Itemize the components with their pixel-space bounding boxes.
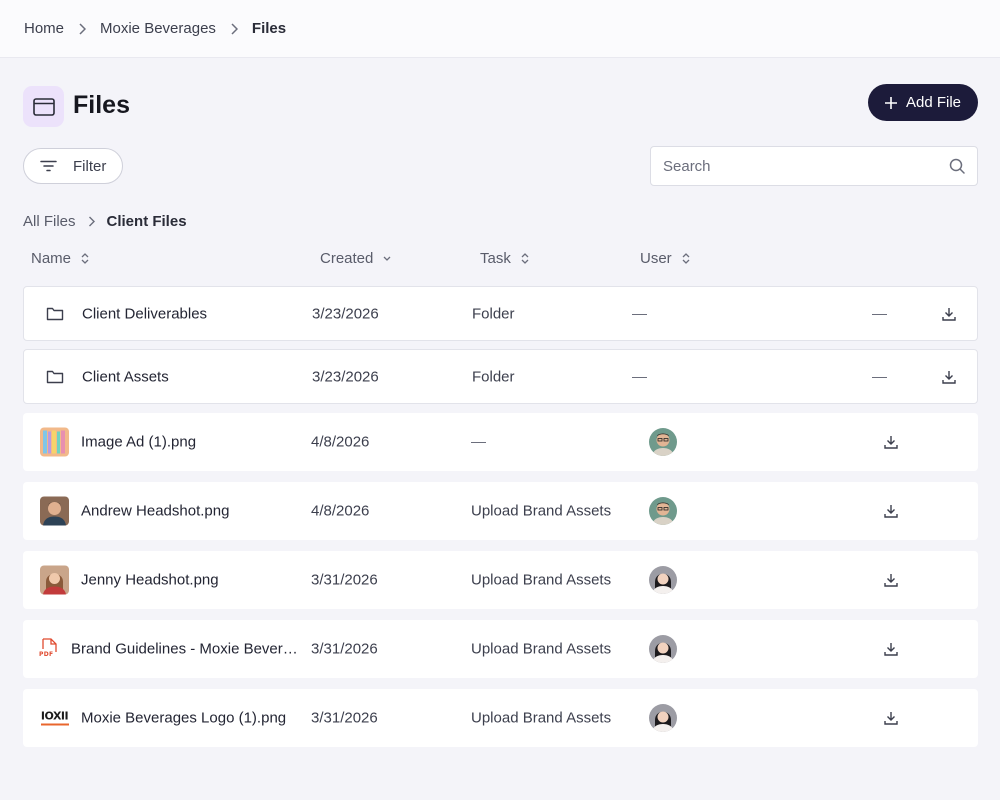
filter-icon	[40, 160, 57, 172]
folder-icon	[46, 306, 64, 322]
add-file-button[interactable]: Add File	[868, 84, 978, 121]
task-label: Upload Brand Assets	[471, 502, 612, 520]
filter-label: Filter	[73, 157, 107, 175]
logo-thumbnail: IOXII	[39, 703, 70, 733]
breadcrumb: Home Moxie Beverages Files	[0, 0, 1000, 58]
add-file-label: Add File	[905, 94, 962, 111]
column-created-label: Created	[320, 250, 374, 267]
chevron-right-icon	[230, 22, 238, 35]
breadcrumb-client[interactable]: Moxie Beverages	[100, 20, 216, 37]
table-row[interactable]: Andrew Headshot.png 4/8/2026 Upload Bran…	[23, 482, 978, 540]
browser-window-icon	[23, 86, 64, 127]
file-name[interactable]: Moxie Beverages Logo (1).png	[81, 709, 287, 727]
download-icon[interactable]	[883, 572, 899, 588]
woman-avatar[interactable]	[649, 635, 677, 663]
task-label: Upload Brand Assets	[471, 640, 612, 658]
chevron-down-icon	[383, 256, 391, 262]
created-date: 3/23/2026	[312, 305, 379, 322]
task-label: —	[471, 433, 486, 451]
file-name[interactable]: Image Ad (1).png	[81, 433, 197, 451]
page-title: Files	[73, 91, 130, 119]
created-date: 3/23/2026	[312, 368, 379, 385]
image-thumbnail	[40, 427, 69, 457]
folder-crumb-root[interactable]: All Files	[23, 213, 76, 230]
folder-crumb-current: Client Files	[106, 213, 187, 230]
file-name[interactable]: Client Assets	[82, 368, 169, 385]
logo-thumbnail-text: IOXII	[40, 709, 69, 723]
file-name[interactable]: Client Deliverables	[82, 305, 208, 322]
logo-thumbnail-bar	[40, 723, 69, 726]
pdf-icon-label: PDF	[39, 651, 54, 658]
table-row[interactable]: IOXII Moxie Beverages Logo (1).png 3/31/…	[23, 689, 978, 747]
sort-icon	[682, 253, 690, 264]
headshot-thumbnail	[40, 496, 69, 526]
extra-empty: —	[872, 368, 887, 385]
created-date: 3/31/2026	[311, 640, 378, 658]
download-icon[interactable]	[883, 710, 899, 726]
woman-avatar[interactable]	[649, 566, 677, 594]
column-header-name[interactable]: Name	[31, 250, 89, 267]
breadcrumb-current: Files	[251, 20, 287, 37]
table-row[interactable]: Image Ad (1).png 4/8/2026 —	[23, 413, 978, 471]
sort-icon	[81, 253, 89, 264]
created-date: 4/8/2026	[311, 502, 370, 520]
file-name[interactable]: Brand Guidelines - Moxie Bever…	[71, 640, 298, 658]
breadcrumb-home[interactable]: Home	[24, 20, 65, 37]
chevron-right-icon	[78, 22, 87, 35]
column-task-label: Task	[480, 250, 511, 267]
search-icon[interactable]	[949, 158, 965, 174]
task-label: Upload Brand Assets	[471, 709, 612, 727]
man-avatar[interactable]	[649, 497, 677, 525]
table-row[interactable]: Client Deliverables 3/23/2026 Folder — —	[23, 286, 978, 341]
download-icon[interactable]	[941, 306, 957, 322]
column-header-created[interactable]: Created	[320, 250, 391, 267]
table-row[interactable]: PDF Brand Guidelines - Moxie Bever… 3/31…	[23, 620, 978, 678]
sort-icon	[521, 253, 529, 264]
extra-empty: —	[872, 305, 887, 322]
download-icon[interactable]	[883, 434, 899, 450]
file-name[interactable]: Jenny Headshot.png	[81, 571, 219, 589]
search-box	[650, 146, 978, 186]
pdf-icon: PDF	[39, 638, 59, 660]
column-header-user[interactable]: User	[640, 250, 690, 267]
task-label: Upload Brand Assets	[471, 571, 612, 589]
download-icon[interactable]	[883, 641, 899, 657]
folder-breadcrumb: All Files Client Files	[23, 213, 187, 230]
filter-button[interactable]: Filter	[23, 148, 123, 184]
file-name[interactable]: Andrew Headshot.png	[81, 502, 230, 520]
man-avatar[interactable]	[649, 428, 677, 456]
folder-icon	[46, 369, 64, 385]
table-row[interactable]: Client Assets 3/23/2026 Folder — —	[23, 349, 978, 404]
created-date: 3/31/2026	[311, 571, 378, 589]
created-date: 3/31/2026	[311, 709, 378, 727]
user-empty: —	[632, 305, 647, 322]
task-label: Folder	[472, 368, 515, 385]
column-user-label: User	[640, 250, 672, 267]
created-date: 4/8/2026	[311, 433, 370, 451]
column-header-task[interactable]: Task	[480, 250, 529, 267]
table-row[interactable]: Jenny Headshot.png 3/31/2026 Upload Bran…	[23, 551, 978, 609]
plus-icon	[884, 96, 897, 109]
download-icon[interactable]	[883, 503, 899, 519]
download-icon[interactable]	[941, 369, 957, 385]
headshot-thumbnail	[40, 565, 69, 595]
user-empty: —	[632, 368, 647, 385]
search-input[interactable]	[663, 157, 949, 175]
column-name-label: Name	[31, 250, 72, 267]
woman-avatar[interactable]	[649, 704, 677, 732]
chevron-right-icon	[88, 216, 95, 227]
task-label: Folder	[472, 305, 515, 322]
